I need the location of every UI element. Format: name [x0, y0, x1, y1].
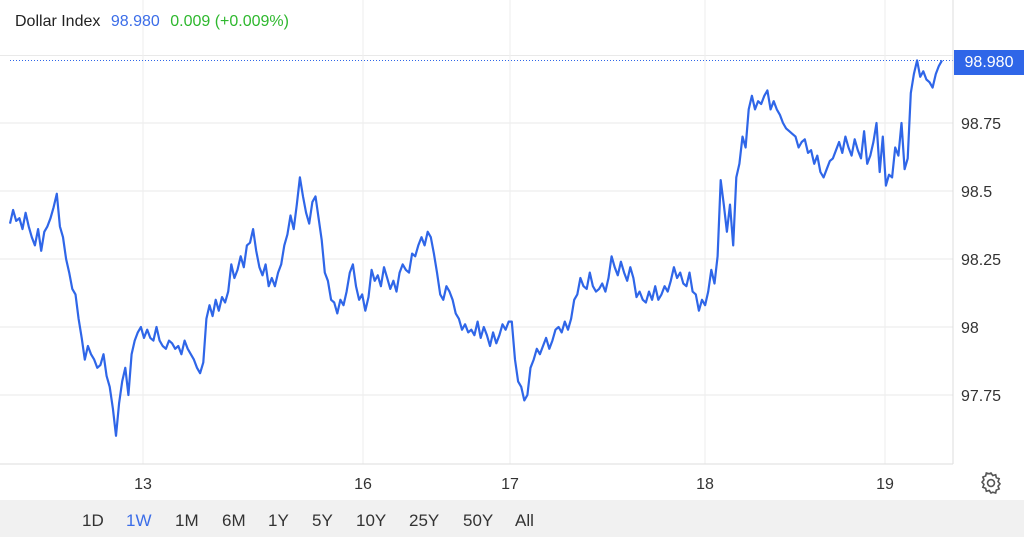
- gear-icon[interactable]: [978, 470, 1004, 496]
- x-tick-label: 18: [696, 476, 714, 493]
- range-button-1w[interactable]: 1W: [126, 511, 152, 530]
- y-tick-label: 98.25: [961, 252, 1001, 269]
- x-tick-label: 19: [876, 476, 894, 493]
- grid: [0, 0, 953, 464]
- y-tick-label: 97.75: [961, 388, 1001, 405]
- price-change: 0.009 (+0.009%): [170, 13, 289, 30]
- y-tick-label: 98.5: [961, 184, 992, 201]
- y-tick-label: 98: [961, 320, 979, 337]
- last-price: 98.980: [110, 13, 160, 30]
- range-button-1m[interactable]: 1M: [175, 511, 199, 530]
- range-button-5y[interactable]: 5Y: [312, 511, 333, 530]
- series-layer: [8, 59, 953, 437]
- instrument-name: Dollar Index: [15, 13, 101, 30]
- range-button-6m[interactable]: 6M: [222, 511, 246, 530]
- y-tick-label: 98.75: [961, 116, 1001, 133]
- range-button-1y[interactable]: 1Y: [268, 511, 289, 530]
- axes: 97.75 98 98.25 98.5 98.75 13 16 17 18 19: [0, 0, 1001, 493]
- x-tick-label: 17: [501, 476, 519, 493]
- range-selector: 1D 1W 1M 6M 1Y 5Y 10Y 25Y 50Y All: [0, 500, 1024, 537]
- range-button-all[interactable]: All: [515, 511, 534, 530]
- x-tick-label: 13: [134, 476, 152, 493]
- range-button-1d[interactable]: 1D: [82, 511, 104, 530]
- chart: 97.75 98 98.25 98.5 98.75 13 16 17 18 19: [0, 0, 1001, 493]
- x-tick-label: 16: [354, 476, 372, 493]
- range-button-50y[interactable]: 50Y: [463, 511, 494, 530]
- current-price-tag: 98.980: [954, 50, 1024, 75]
- chart-header: Dollar Index 98.980 0.009 (+0.009%): [15, 13, 295, 31]
- range-button-10y[interactable]: 10Y: [356, 511, 387, 530]
- series-line: [8, 59, 943, 437]
- range-button-25y[interactable]: 25Y: [409, 511, 440, 530]
